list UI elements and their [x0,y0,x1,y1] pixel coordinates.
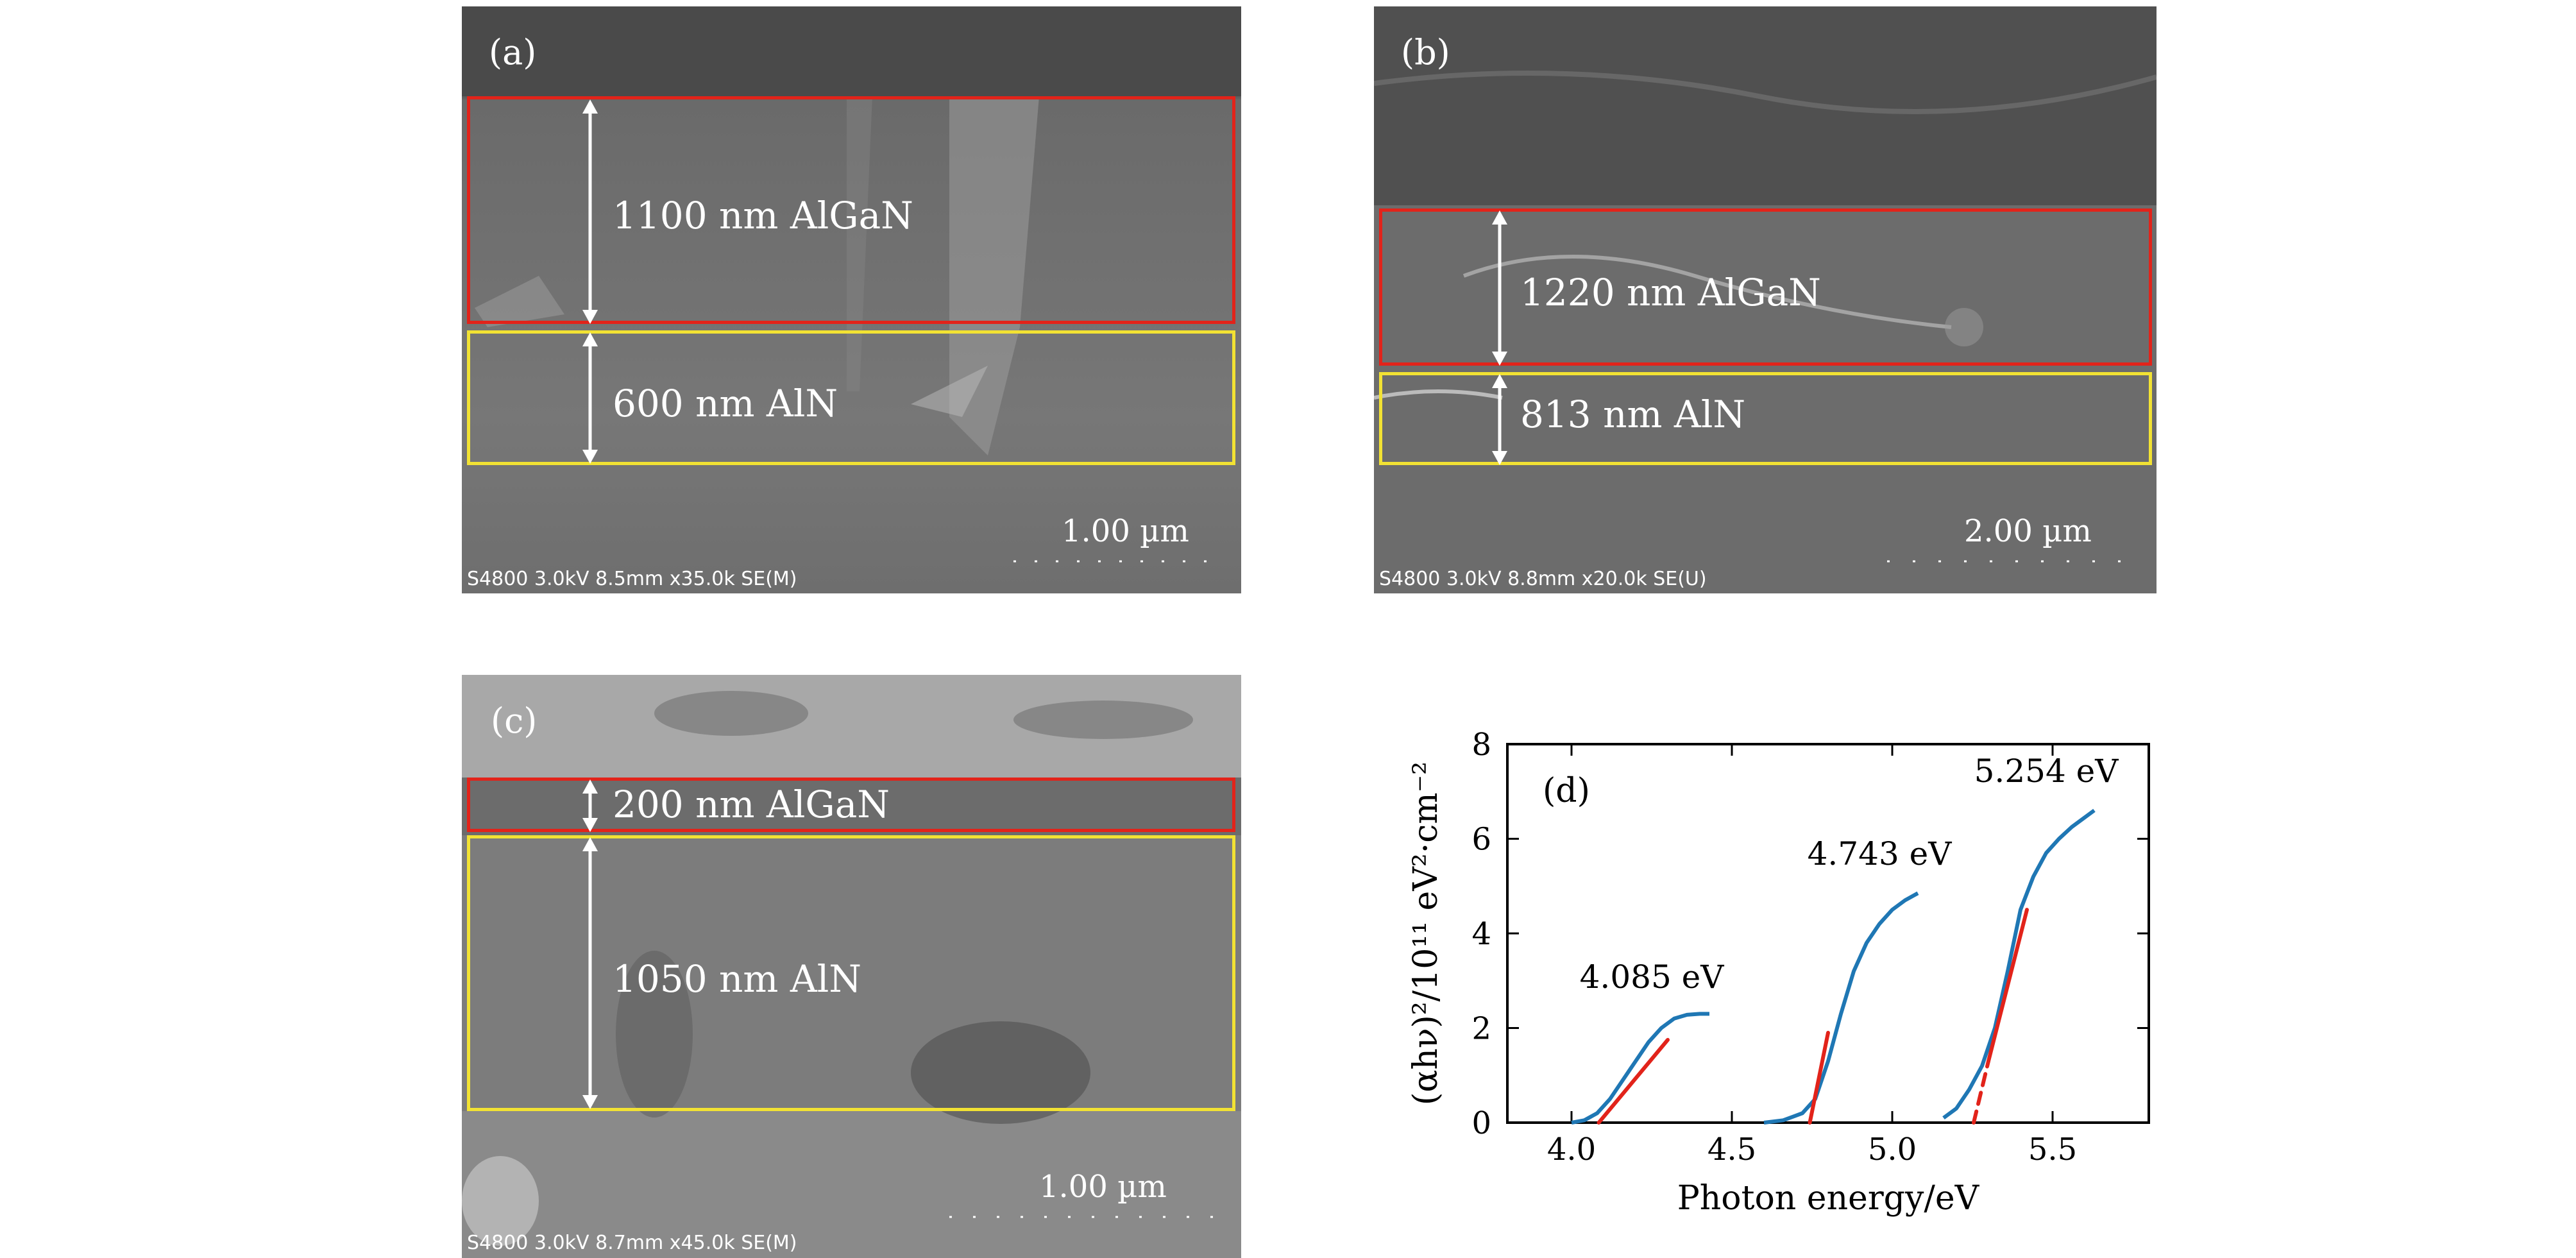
y-tick-label-3: 6 [1471,822,1491,858]
linear-fit-3 [1972,1059,1990,1125]
tauc-plot: 4.0 4.5 5.0 5.5 0 2 4 6 8 Photon energy/eV (αhν)²/… [1407,727,2150,1218]
thickness-arrow-algan-c [582,779,598,832]
algan-thickness-label-c: 200 nm AlGaN [613,783,890,826]
thickness-arrow-aln-a [582,332,598,464]
sem-panel-a: (a) 1100 nm AlGaN 600 nm AlN 1.00 µm S48… [462,6,1241,593]
bandgap-label-3: 5.254 eV [1974,752,2119,790]
scale-label-c: 1.00 µm [1039,1169,1167,1205]
absorption-curve-1 [1571,1012,1709,1125]
algan-layer-box-b [1379,208,2152,366]
panel-label-d: (d) [1543,772,1590,810]
aln-layer-box-a [467,330,1235,465]
y-axis-label: (αhν)²/10¹¹ eV²·cm⁻² [1407,761,1445,1105]
bandgap-label-1: 4.085 eV [1580,958,1725,996]
linear-fit-2 [1808,1030,1830,1125]
thickness-arrow-aln-c [582,837,598,1109]
algan-layer-box-c [467,778,1235,832]
sem-metadata-b: S4800 3.0kV 8.8mm x20.0k SE(U) [1379,568,1707,590]
x-axis-label: Photon energy/eV [1677,1179,1980,1218]
scale-bar-c [949,1216,1225,1218]
sem-panel-c: (c) 200 nm AlGaN 1050 nm AlN 1.00 µm S48… [462,675,1241,1258]
y-tick-label-2: 4 [1471,916,1491,952]
aln-thickness-label-a: 600 nm AlN [613,382,838,425]
linear-fit-1 [1597,1037,1670,1125]
sem-panel-b: (b) 1220 nm AlGaN 813 nm AlN 2.00 µm S48… [1374,6,2157,593]
algan-thickness-label-b: 1220 nm AlGaN [1520,271,1821,314]
y-tick-label-4: 8 [1471,727,1491,763]
sem-image-b [1374,6,2157,593]
thickness-arrow-aln-b [1492,374,1507,465]
x-tick-label-1: 4.5 [1707,1132,1756,1168]
algan-thickness-label-a: 1100 nm AlGaN [613,194,913,237]
thickness-arrow-algan-b [1492,210,1507,366]
panel-label-b: (b) [1401,32,1450,72]
panel-label-a: (a) [489,32,537,72]
panel-label-c: (c) [491,701,538,741]
absorption-curve-2 [1763,891,1919,1125]
scale-bar-a [1013,560,1225,563]
x-tick-label-3: 5.5 [2028,1132,2077,1168]
y-tick-label-0: 0 [1471,1105,1491,1141]
x-tick-label-0: 4.0 [1547,1132,1596,1168]
x-tick-label-2: 5.0 [1868,1132,1917,1168]
scale-label-b: 2.00 µm [1964,513,2092,549]
aln-thickness-label-c: 1050 nm AlN [613,957,862,1001]
aln-thickness-label-b: 813 nm AlN [1520,393,1746,436]
aln-layer-box-c [467,835,1235,1111]
algan-layer-box-a [467,96,1235,324]
sem-metadata-a: S4800 3.0kV 8.5mm x35.0k SE(M) [467,568,797,590]
scale-bar-b [1887,560,2144,563]
sem-metadata-c: S4800 3.0kV 8.7mm x45.0k SE(M) [467,1232,797,1254]
y-tick-label-1: 2 [1471,1011,1491,1047]
absorption-curve-3 [1942,808,2096,1120]
linear-fit-4 [1987,908,2029,1064]
aln-layer-box-b [1379,372,2152,465]
bandgap-label-2: 4.743 eV [1808,835,1953,872]
thickness-arrow-algan-a [582,99,598,324]
scale-label-a: 1.00 µm [1062,513,1189,549]
